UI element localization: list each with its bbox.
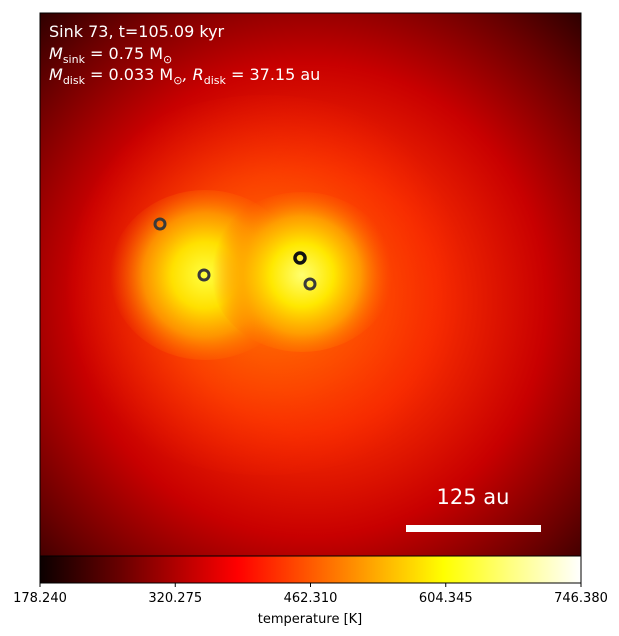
mass-symbol: M	[49, 44, 63, 63]
scalebar-label: 125 au	[437, 485, 510, 509]
colorbar-label: temperature [K]	[258, 612, 363, 627]
disk-radius-value: = 37.15 au	[226, 65, 320, 84]
sink-mass-label: Msink = 0.75 M⊙	[49, 44, 172, 66]
disk-radius-symbol: , R	[182, 65, 203, 84]
sink-marker	[197, 268, 211, 282]
right-hot-region	[210, 192, 394, 352]
sink-marker	[303, 277, 317, 291]
solar-symbol: ⊙	[163, 53, 172, 66]
disk-properties-label: Mdisk = 0.033 M⊙, Rdisk = 37.15 au	[49, 65, 320, 87]
temperature-map	[40, 13, 581, 556]
colorbar-tick-label: 178.240	[13, 591, 67, 606]
disk-mass-value: = 0.033 M	[85, 65, 173, 84]
disk-radius-subscript: disk	[204, 74, 227, 87]
disk-mass-subscript: disk	[63, 74, 86, 87]
colorbar-ticks: 178.240 320.275 462.310 604.345 746.380	[13, 583, 608, 606]
sink-marker-primary	[293, 251, 307, 265]
disk-mass-symbol: M	[49, 65, 63, 84]
solar-symbol-2: ⊙	[173, 74, 182, 87]
mass-value: = 0.75 M	[85, 44, 163, 63]
sink-marker	[153, 217, 167, 231]
colorbar-tick-label: 320.275	[148, 591, 202, 606]
colorbar-tick-label: 604.345	[419, 591, 473, 606]
scalebar	[406, 525, 541, 532]
colorbar-tick-label: 462.310	[284, 591, 338, 606]
colorbar	[40, 556, 581, 583]
sink-time-label: Sink 73, t=105.09 kyr	[49, 22, 225, 41]
colorbar-tick-label: 746.380	[554, 591, 608, 606]
mass-subscript: sink	[63, 53, 86, 66]
